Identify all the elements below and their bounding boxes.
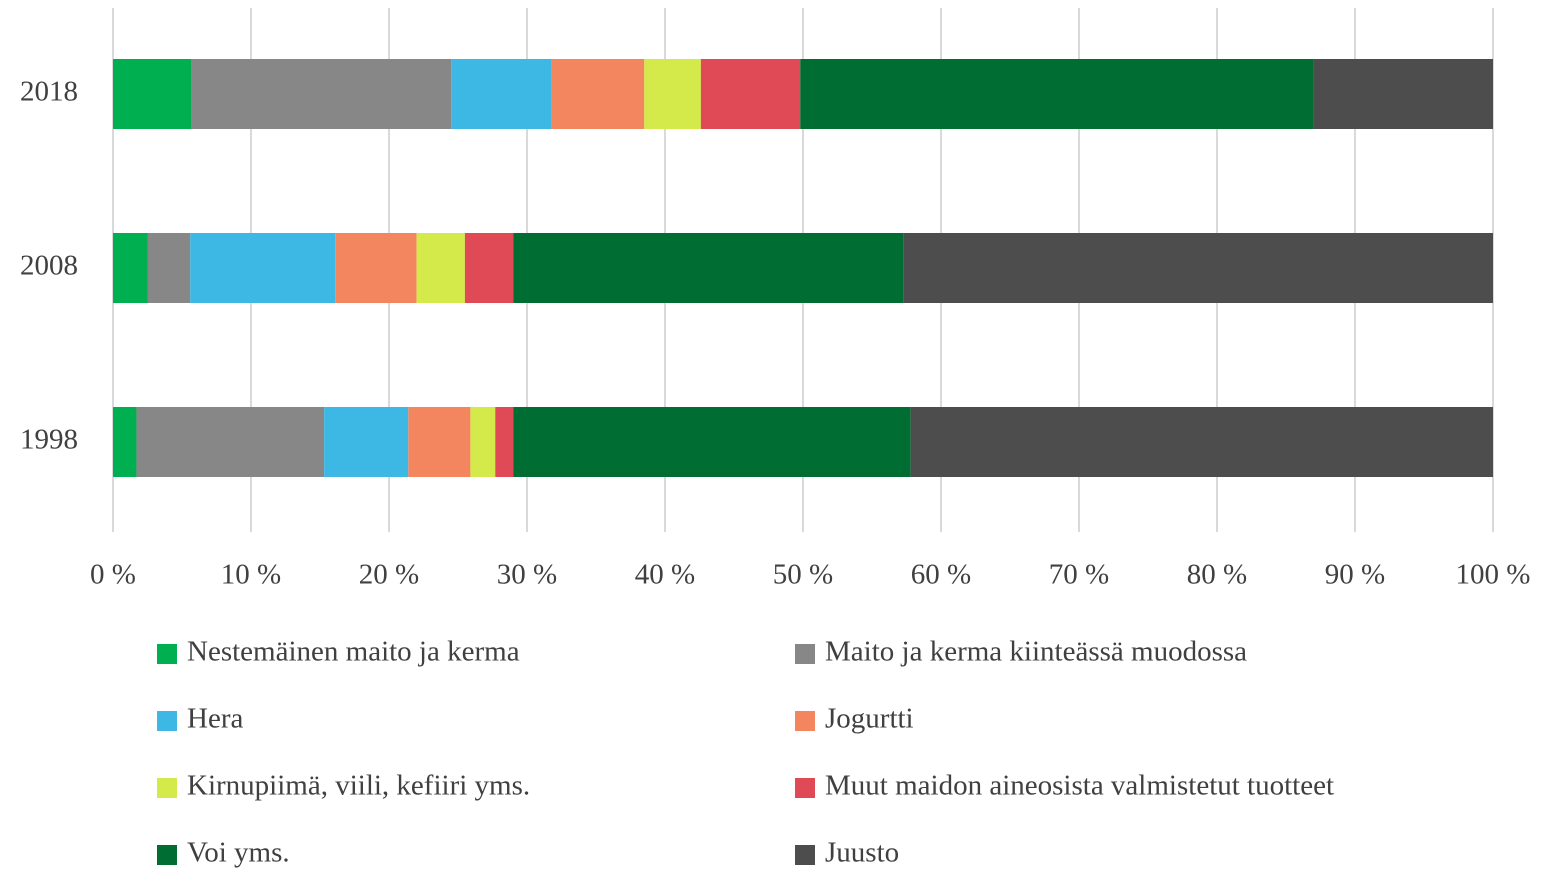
legend-label: Nestemäinen maito ja kerma [187,636,520,668]
x-tick-label: 60 % [911,559,971,591]
legend-swatch [157,845,177,865]
bar-segment [1313,59,1493,129]
legend-label: Maito ja kerma kiinteässä muodossa [825,636,1247,668]
x-tick-label: 10 % [221,559,281,591]
bar-segment [644,59,701,129]
legend-swatch [795,644,815,664]
bar-segment [136,407,325,477]
bar-segment [513,407,911,477]
legend-label: Jogurtti [825,703,914,735]
y-tick-label: 2008 [20,250,78,282]
legend-label: Kirnupiimä, viili, kefiiri yms. [187,770,530,802]
x-tick-label: 30 % [497,559,557,591]
legend-swatch [157,778,177,798]
bar-segment [324,407,409,477]
legend-label: Muut maidon aineosista valmistetut tuott… [825,770,1334,802]
x-tick-label: 0 % [90,559,136,591]
x-tick-label: 90 % [1325,559,1385,591]
bar-segment [464,233,514,303]
bar-segment [700,59,801,129]
bar-segment [113,59,192,129]
bar-segment [910,407,1493,477]
x-tick-label: 100 % [1456,559,1531,591]
legend-swatch [157,644,177,664]
x-tick-label: 70 % [1049,559,1109,591]
x-tick-label: 40 % [635,559,695,591]
bar-segment [470,407,496,477]
x-tick-label: 20 % [359,559,419,591]
bar-segment [903,233,1493,303]
bar-segment [800,59,1314,129]
x-tick-label: 50 % [773,559,833,591]
bar-segment [147,233,191,303]
bar-segment [191,59,452,129]
bar-segment [451,59,552,129]
bar-segment [408,407,471,477]
x-tick-label: 80 % [1187,559,1247,591]
y-tick-label: 1998 [20,424,78,456]
legend-label: Hera [187,703,243,735]
legend-swatch [795,711,815,731]
bar-segment [513,233,904,303]
legend-label: Juusto [825,837,899,869]
bar-segment [416,233,465,303]
bar-segment [113,233,148,303]
bar-segment [495,407,514,477]
legend-swatch [795,845,815,865]
legend-swatch [795,778,815,798]
legend-swatch [157,711,177,731]
bar-segment [335,233,417,303]
y-tick-label: 2018 [20,76,78,108]
bar-segment [551,59,645,129]
bar-segment [113,407,137,477]
bar-segment [190,233,336,303]
legend-label: Voi yms. [187,837,290,869]
